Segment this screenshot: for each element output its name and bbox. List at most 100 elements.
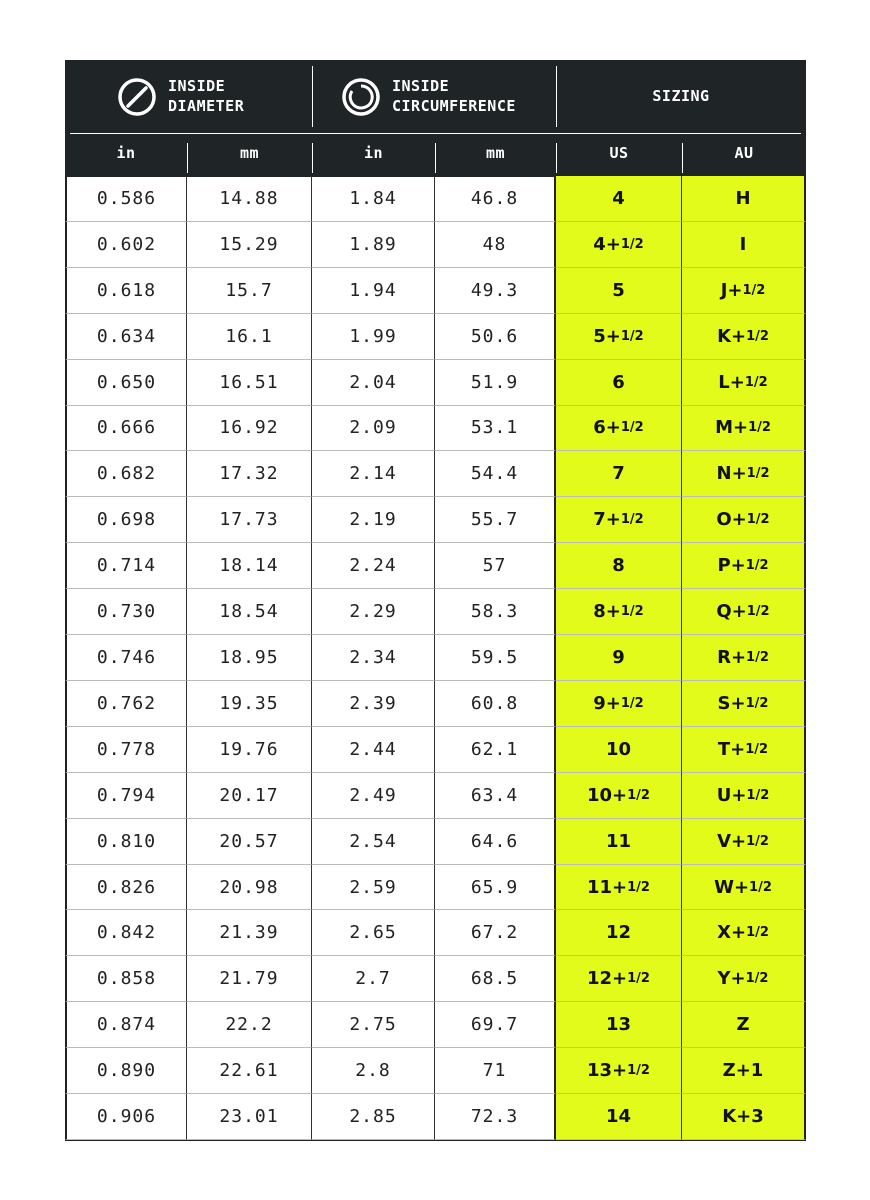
table-cell: 58.3 [435,589,556,636]
table-cell: 19.76 [187,726,312,773]
table-cell: 21.79 [187,956,312,1003]
table-cell: 69.7 [435,1002,556,1049]
fraction: 1/2 [745,971,769,987]
table-cell: 0.602 [65,221,187,268]
table-cell: 2.14 [312,451,435,498]
table-cell: 49.3 [435,267,556,314]
column-label: AU [734,144,754,162]
table-cell: 64.6 [435,818,556,865]
table-cell: 16.92 [187,405,312,452]
column-separator [312,143,313,173]
table-cell: 46.8 [435,176,556,222]
fraction: 1/2 [746,466,770,482]
fraction: 1/2 [620,604,644,620]
table-cell: 1.94 [312,267,435,314]
table-cell: 71 [435,1048,556,1095]
fraction: 1/2 [748,420,771,436]
fraction: 1/2 [749,879,772,895]
table-cell: 16.1 [187,313,312,360]
table-cell: 2.65 [312,910,435,957]
table-cell: 2.04 [312,359,435,406]
column-separator [682,143,683,173]
table-cell: 60.8 [435,680,556,727]
table-cell: 0.586 [65,176,187,222]
table-cell: 19.35 [187,680,312,727]
column-separator [187,143,188,173]
table-cell: J+ 1/2 [682,267,806,314]
table-cell: 2.09 [312,405,435,452]
table-cell: 8+ 1/2 [556,589,682,636]
fraction: 1/2 [746,787,770,803]
table-cell: 2.24 [312,543,435,590]
column-label: mm [485,144,506,162]
table-cell: 18.14 [187,543,312,590]
table-cell: 0.810 [65,818,187,865]
fraction: 1/2 [746,512,770,528]
table-cell: N+ 1/2 [682,451,806,498]
table-cell: 14.88 [187,176,312,222]
table-cell: 63.4 [435,772,556,819]
fraction: 1/2 [746,925,769,941]
table-cell: 9+ 1/2 [556,680,682,727]
table-cell: 2.19 [312,497,435,544]
table-cell: H [682,176,806,222]
fraction: 1/2 [627,787,650,803]
table-cell: 0.698 [65,497,187,544]
diameter-icon [118,78,156,116]
table-cell: I [682,221,806,268]
table-cell: 2.54 [312,818,435,865]
table-cell: 1.99 [312,313,435,360]
fraction: 1/2 [620,695,644,711]
table-cell: 0.826 [65,864,187,911]
fraction: 1/2 [627,971,650,987]
table-cell: 0.714 [65,543,187,590]
table-cell: 2.85 [312,1094,435,1140]
circumference-icon [342,78,380,116]
table-cell: 10+ 1/2 [556,772,682,819]
column-label: US [609,144,629,162]
table-cell: 7 [556,451,682,498]
table-cell: 21.39 [187,910,312,957]
table-cell: 22.61 [187,1048,312,1095]
table-cell: 54.4 [435,451,556,498]
table-cell: 2.8 [312,1048,435,1095]
table-cell: O+ 1/2 [682,497,806,544]
table-cell: R+ 1/2 [682,635,806,681]
table-cell: 2.7 [312,956,435,1003]
table-cell: 17.32 [187,451,312,498]
table-cell: 5 [556,267,682,314]
table-cell: V+ 1/2 [682,818,806,865]
table-cell: 15.7 [187,267,312,314]
table-cell: 13 [556,1002,682,1049]
table-cell: 12 [556,910,682,957]
table-cell: 0.778 [65,726,187,773]
table-cell: Z [682,1002,806,1049]
fraction: 1/2 [620,512,644,528]
table-cell: 2.75 [312,1002,435,1049]
table-cell: 0.634 [65,313,187,360]
table-cell: 0.746 [65,635,187,681]
table-cell: 9 [556,635,682,681]
table-cell: 62.1 [435,726,556,773]
table-cell: Z+1 [682,1048,806,1095]
table-cell: 51.9 [435,359,556,406]
table-cell: 20.57 [187,818,312,865]
table-cell: P+ 1/2 [682,543,806,590]
fraction: 1/2 [746,833,769,849]
table-cell: T+ 1/2 [682,726,806,773]
group-label: INSIDE [392,77,450,95]
fraction: 1/2 [746,328,769,344]
table-cell: 11 [556,818,682,865]
table-cell: 0.730 [65,589,187,636]
group-label: INSIDE [168,77,226,95]
table-cell: 72.3 [435,1094,556,1140]
table-cell: 0.762 [65,680,187,727]
table-cell: 0.618 [65,267,187,314]
table-cell: 6 [556,359,682,406]
table-cell: M+ 1/2 [682,405,806,452]
fraction: 1/2 [620,236,644,252]
table-cell: 2.59 [312,864,435,911]
column-label: in [116,144,136,162]
group-label: SIZING [652,87,710,105]
